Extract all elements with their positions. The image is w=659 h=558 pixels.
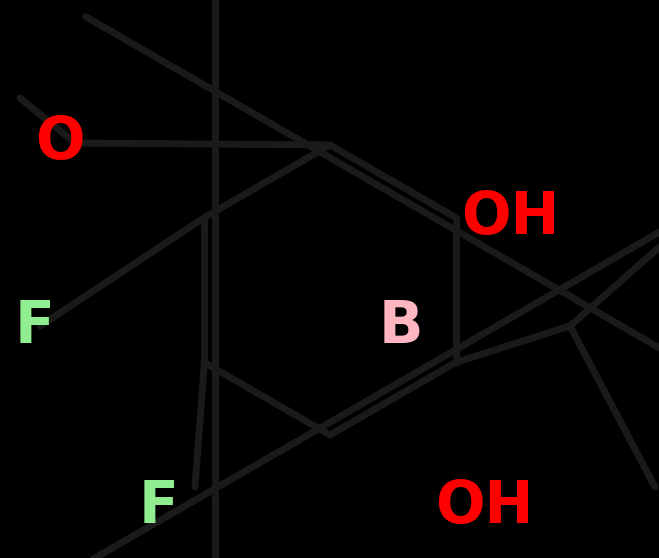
Text: B: B: [379, 298, 424, 355]
Text: O: O: [35, 114, 84, 171]
Text: OH: OH: [461, 189, 559, 246]
Text: F: F: [14, 298, 55, 355]
Text: OH: OH: [435, 478, 533, 535]
Text: F: F: [138, 478, 179, 535]
